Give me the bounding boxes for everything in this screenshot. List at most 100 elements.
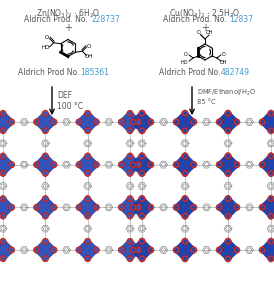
Polygon shape [259, 195, 274, 219]
Circle shape [76, 161, 82, 168]
Circle shape [119, 120, 123, 124]
Circle shape [42, 238, 49, 245]
Text: OH: OH [85, 54, 93, 59]
Circle shape [1, 129, 5, 132]
Circle shape [182, 255, 188, 262]
Text: O: O [87, 44, 92, 49]
Circle shape [52, 120, 56, 124]
Circle shape [8, 119, 15, 125]
Circle shape [192, 163, 196, 167]
Circle shape [0, 153, 6, 159]
Circle shape [35, 120, 39, 124]
Circle shape [183, 239, 187, 243]
Circle shape [192, 120, 196, 124]
Text: 185361: 185361 [80, 68, 109, 77]
Circle shape [139, 195, 145, 202]
Circle shape [77, 248, 81, 252]
Circle shape [42, 153, 49, 159]
Circle shape [35, 205, 39, 209]
Polygon shape [173, 238, 197, 262]
Circle shape [127, 255, 133, 262]
Circle shape [182, 213, 188, 219]
Circle shape [128, 197, 132, 201]
Bar [142, 122, 271, 250]
Circle shape [44, 112, 47, 115]
Circle shape [76, 119, 82, 125]
Circle shape [182, 238, 188, 245]
Polygon shape [130, 153, 154, 177]
Circle shape [140, 171, 144, 175]
Circle shape [269, 257, 273, 260]
Circle shape [42, 170, 49, 176]
Circle shape [35, 248, 39, 252]
Circle shape [84, 153, 91, 159]
Text: HO: HO [180, 59, 188, 64]
Circle shape [139, 213, 145, 219]
Polygon shape [216, 195, 240, 219]
Circle shape [8, 161, 15, 168]
Circle shape [8, 204, 15, 211]
Circle shape [173, 204, 180, 211]
Circle shape [50, 119, 57, 125]
Circle shape [0, 255, 6, 262]
Polygon shape [76, 195, 99, 219]
Circle shape [269, 214, 273, 218]
Circle shape [140, 129, 144, 133]
Circle shape [52, 248, 56, 252]
Text: +: + [201, 23, 209, 33]
Circle shape [135, 119, 142, 125]
Circle shape [44, 171, 47, 175]
Polygon shape [118, 110, 142, 134]
Circle shape [183, 197, 187, 201]
Text: OH: OH [206, 30, 214, 35]
Circle shape [140, 154, 144, 158]
Circle shape [182, 127, 188, 134]
Circle shape [140, 197, 144, 201]
Polygon shape [118, 195, 142, 219]
Circle shape [226, 197, 230, 201]
Circle shape [86, 197, 90, 201]
Circle shape [119, 205, 123, 209]
Polygon shape [173, 110, 197, 134]
Circle shape [137, 205, 141, 209]
Circle shape [127, 153, 133, 159]
Circle shape [233, 247, 240, 253]
Circle shape [225, 213, 231, 219]
Polygon shape [130, 195, 154, 219]
Circle shape [77, 163, 81, 166]
Circle shape [93, 119, 99, 125]
Circle shape [175, 205, 178, 209]
Circle shape [139, 238, 145, 245]
Circle shape [10, 205, 13, 209]
Circle shape [269, 154, 273, 158]
Circle shape [183, 214, 187, 218]
Circle shape [259, 161, 266, 168]
Polygon shape [173, 195, 197, 219]
Circle shape [226, 129, 230, 133]
Circle shape [217, 163, 221, 167]
Text: DMF/Ethanol/H$_2$O: DMF/Ethanol/H$_2$O [197, 88, 256, 98]
Polygon shape [216, 110, 240, 134]
Circle shape [93, 247, 99, 253]
Circle shape [132, 163, 135, 167]
Circle shape [182, 195, 188, 202]
Circle shape [149, 205, 153, 209]
Circle shape [147, 204, 154, 211]
Circle shape [42, 255, 49, 262]
Circle shape [226, 239, 230, 243]
Circle shape [1, 171, 5, 175]
Circle shape [128, 171, 132, 175]
Circle shape [118, 119, 125, 125]
Circle shape [147, 161, 154, 168]
Circle shape [33, 204, 40, 211]
Circle shape [84, 170, 91, 176]
Circle shape [139, 170, 145, 177]
Circle shape [132, 248, 135, 252]
Circle shape [226, 257, 230, 260]
Circle shape [183, 111, 187, 115]
Circle shape [268, 255, 274, 262]
Circle shape [44, 257, 47, 260]
Circle shape [1, 112, 5, 115]
Circle shape [130, 119, 137, 125]
Circle shape [86, 154, 90, 158]
